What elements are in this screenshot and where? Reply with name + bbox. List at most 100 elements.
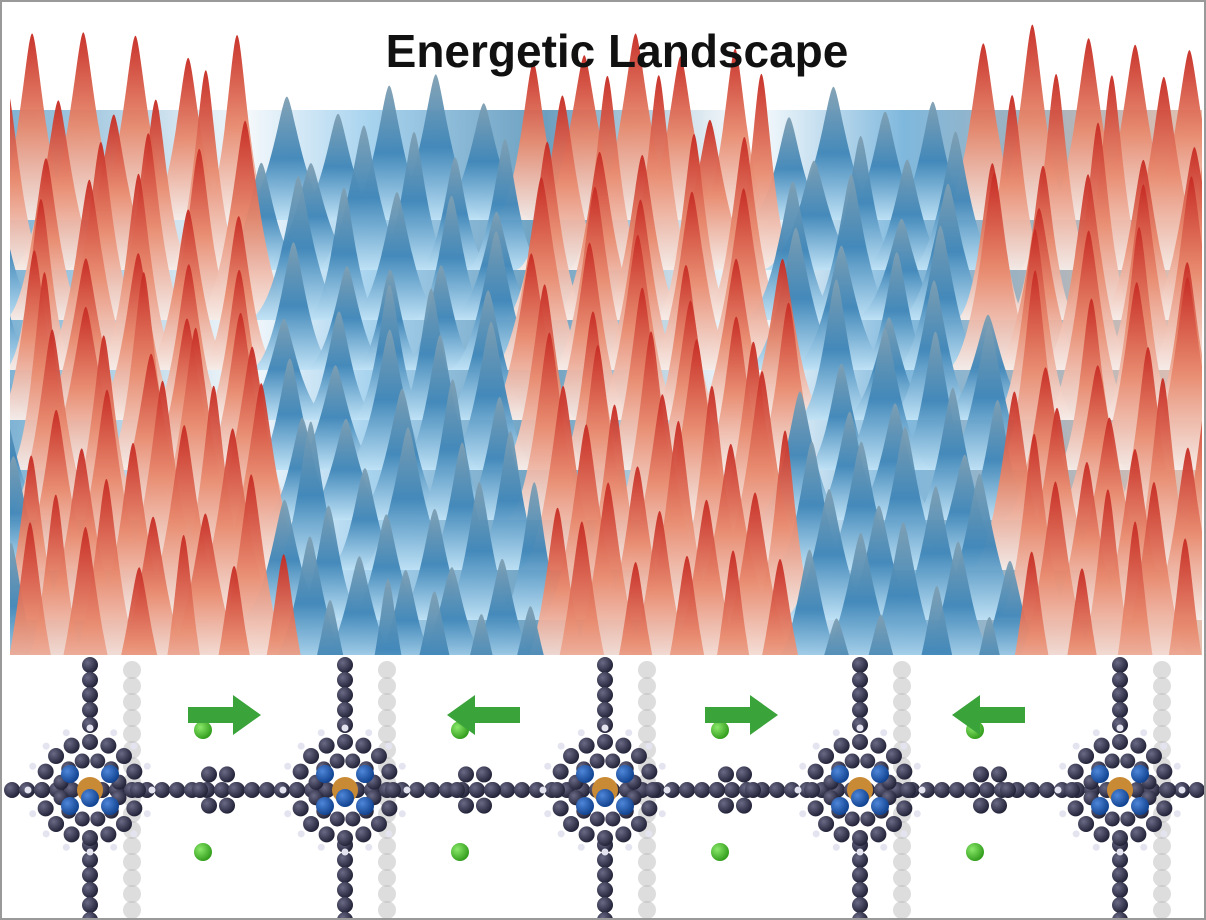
hydrogen-atom — [645, 742, 653, 750]
carbon-atom — [82, 852, 98, 868]
energy-well-peak — [414, 379, 492, 520]
hydrogen-atom — [398, 762, 406, 770]
energy-well-peak — [306, 187, 382, 320]
energy-peak — [63, 526, 108, 655]
carbon-atom — [370, 815, 387, 832]
carbon-atom — [818, 815, 835, 832]
nitrogen-atom — [1091, 765, 1109, 783]
carbon-atom — [563, 748, 580, 765]
carbon-atom — [48, 748, 65, 765]
nitrogen-atom — [616, 797, 634, 815]
carbon-atom — [870, 737, 887, 754]
energy-peak — [696, 188, 791, 370]
carbon-atom — [82, 734, 98, 750]
hydrogen-atom — [403, 786, 411, 794]
shadow-atom — [378, 869, 396, 887]
carbon-atom — [1130, 826, 1147, 843]
hydrogen-atom — [658, 810, 666, 818]
hydrogen-atom — [1140, 843, 1148, 851]
carbon-atom — [1112, 702, 1128, 718]
carbon-atom — [337, 882, 353, 898]
arrow-right — [705, 695, 778, 735]
hydrogen-atom — [279, 786, 287, 794]
carbon-atom — [1000, 782, 1016, 798]
hydrogen-atom — [1059, 810, 1067, 818]
nitrogen-atom — [616, 765, 634, 783]
hydrogen-atom — [1116, 724, 1124, 732]
carbon-atom — [991, 766, 1007, 783]
carbon-atom — [597, 702, 613, 718]
carbon-atom — [337, 852, 353, 868]
energy-peak — [618, 562, 653, 655]
carbon-atom — [63, 737, 80, 754]
carbon-atom — [1024, 782, 1040, 798]
carbon-atom — [1112, 897, 1128, 913]
carbon-atom — [64, 782, 80, 798]
hydrogen-atom — [130, 742, 138, 750]
energy-peak — [1139, 277, 1202, 470]
energy-well-peak — [466, 139, 544, 270]
hydrogen-atom — [812, 830, 820, 838]
hydrogen-atom — [297, 830, 305, 838]
hydrogen-atom — [1116, 848, 1124, 856]
energy-well-peak — [305, 266, 389, 370]
carbon-atom — [597, 882, 613, 898]
energy-peak — [266, 554, 301, 655]
carbon-atom — [476, 797, 492, 814]
hydrogen-atom — [317, 729, 325, 737]
carbon-atom — [896, 800, 913, 817]
shadow-atom — [638, 725, 656, 743]
carbon-atom — [885, 748, 902, 765]
carbon-atom — [244, 782, 260, 798]
shadow-atom — [378, 901, 396, 919]
energy-well-peak — [909, 131, 1002, 270]
energy-well-peak — [868, 614, 894, 655]
energy-peak — [218, 566, 250, 655]
hydrogen-atom — [130, 830, 138, 838]
carbon-atom — [292, 800, 309, 817]
hydrogen-atom — [385, 830, 393, 838]
energy-well-peak — [349, 192, 445, 320]
shadow-atom — [123, 901, 141, 919]
carbon-atom — [630, 748, 647, 765]
carbon-atom — [597, 687, 613, 703]
carbon-atom — [82, 882, 98, 898]
carbon-atom — [852, 867, 868, 883]
carbon-atom — [458, 766, 474, 783]
energy-peak — [762, 559, 799, 655]
energy-well-peak — [781, 549, 838, 655]
energy-well-peak — [867, 521, 940, 655]
carbon-atom — [979, 782, 995, 798]
carbon-atom — [973, 797, 989, 814]
nitrogen-atom — [1131, 797, 1149, 815]
energy-well-peak — [328, 556, 391, 655]
carbon-atom — [1130, 737, 1147, 754]
nitrogen-atom — [61, 765, 79, 783]
carbon-atom — [605, 811, 621, 827]
shadow-atom — [638, 869, 656, 887]
carbon-atom — [919, 782, 935, 798]
hydrogen-atom — [539, 786, 547, 794]
energy-well-peak — [474, 558, 531, 655]
energy-peak — [1081, 489, 1135, 655]
carbon-atom — [870, 826, 887, 843]
energy-peak — [167, 535, 200, 655]
hydrogen-atom — [29, 810, 37, 818]
hydrogen-atom — [365, 843, 373, 851]
nitrogen-atom — [356, 797, 374, 815]
carbon-atom — [1067, 800, 1084, 817]
energy-well-peak — [250, 242, 337, 370]
carbon-atom — [664, 782, 680, 798]
carbon-atom — [63, 826, 80, 843]
carbon-atom — [115, 748, 132, 765]
hydrogen-atom — [317, 843, 325, 851]
carbon-atom — [852, 897, 868, 913]
carbon-atom — [852, 882, 868, 898]
hydrogen-atom — [341, 724, 349, 732]
carbon-atom — [807, 800, 824, 817]
carbon-atom — [381, 800, 398, 817]
carbon-atom — [82, 897, 98, 913]
hydrogen-atom — [577, 729, 585, 737]
chlorine-atom — [711, 843, 729, 861]
